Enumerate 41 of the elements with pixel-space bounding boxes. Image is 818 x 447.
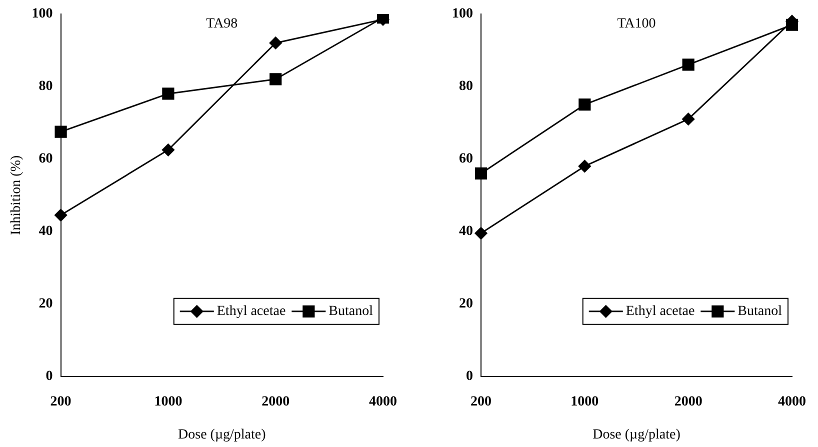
point: [578, 98, 591, 111]
x-tick-label: 1000: [154, 394, 182, 410]
x-tick-label: 200: [470, 394, 492, 410]
x-tick-label: 200: [50, 394, 72, 410]
x-tick-label: 2000: [262, 394, 290, 410]
legend-label: Ethyl acetae: [216, 304, 286, 320]
point: [578, 160, 591, 172]
y-tick-label: 80: [38, 79, 53, 94]
point: [54, 126, 67, 138]
x-tick-label: 4000: [369, 394, 397, 410]
legend-label: Butanol: [738, 304, 782, 320]
y-tick-label: 20: [38, 296, 53, 312]
y-tick-label: 80: [459, 79, 473, 94]
x-axis-title: Dose (µg/plate): [178, 427, 266, 442]
x-axis-title: Dose (µg/plate): [592, 427, 681, 442]
y-tick-label: 40: [38, 224, 53, 240]
chart-title: TA100: [617, 16, 656, 32]
legend-label: Ethyl acetae: [626, 304, 695, 320]
chart-title: TA98: [206, 16, 238, 32]
y-tick-label: 0: [466, 369, 473, 384]
point: [682, 58, 694, 71]
point: [474, 227, 488, 240]
point: [162, 88, 174, 100]
y-tick-label: 100: [32, 6, 53, 22]
point: [162, 144, 174, 156]
point: [270, 73, 282, 86]
x-tick-label: 2000: [674, 394, 702, 410]
legend-label: Butanol: [328, 304, 374, 320]
point: [474, 167, 488, 180]
x-tick-label: 1000: [570, 394, 599, 410]
y-tick-label: 20: [459, 296, 473, 312]
y-tick-label: 60: [38, 152, 53, 167]
y-tick-label: 0: [46, 369, 53, 384]
y-tick-label: 40: [459, 224, 473, 240]
point: [269, 36, 282, 50]
point: [54, 208, 68, 222]
y-tick-label: 100: [452, 6, 473, 22]
y-axis-title: Inhibition (%): [9, 155, 24, 236]
y-tick-label: 60: [459, 152, 473, 167]
x-tick-label: 4000: [778, 394, 806, 410]
point: [682, 112, 695, 126]
